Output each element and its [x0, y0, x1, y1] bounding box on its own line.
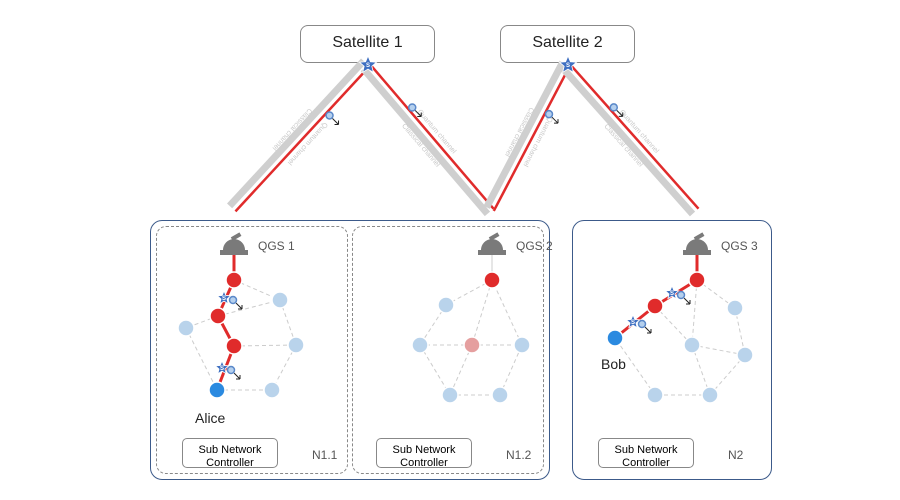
- svg-text:S: S: [222, 296, 226, 302]
- diagram-overlay: Classical channelQuantum channelClassica…: [0, 0, 900, 500]
- svg-text:S: S: [366, 63, 370, 69]
- svg-text:S: S: [631, 320, 635, 326]
- svg-text:S: S: [566, 63, 570, 69]
- svg-text:S: S: [670, 291, 674, 297]
- svg-text:S: S: [220, 366, 224, 372]
